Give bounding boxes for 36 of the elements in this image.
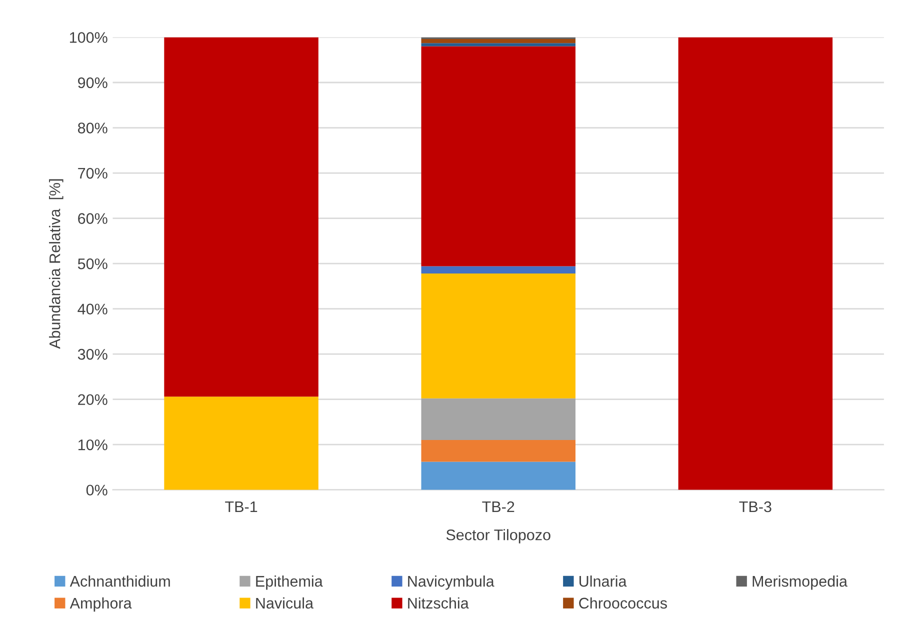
bar — [421, 462, 576, 490]
legend-label: Merismopedia — [752, 576, 848, 590]
y-tick-label: 90% — [78, 77, 108, 88]
bar — [421, 39, 576, 44]
y-tick-label: 60% — [78, 213, 108, 224]
bar — [421, 43, 576, 46]
y-tick-label: 0% — [86, 484, 108, 496]
legend-label: Achnanthidium — [70, 576, 170, 587]
bar — [678, 37, 833, 490]
y-tick-label: 20% — [78, 394, 108, 406]
legend-label: Amphora — [70, 597, 132, 612]
y-tick-label: 70% — [78, 168, 108, 179]
bar — [421, 440, 576, 462]
y-tick-label: 80% — [78, 122, 108, 134]
y-tick-label: 50% — [78, 258, 108, 270]
legend-label: Navicymbula — [408, 576, 494, 590]
y-tick-label: 10% — [78, 439, 108, 450]
y-tick-label: 40% — [78, 304, 108, 314]
legend-label: Nitzschia — [408, 597, 469, 609]
y-tick-label: 100% — [70, 32, 108, 43]
y-axis-title: Abundancia Relativa [%] — [49, 179, 64, 349]
x-tick-label: TB-3 — [739, 501, 772, 512]
bar — [421, 46, 576, 266]
y-tick-label: 30% — [78, 348, 108, 360]
legend-label: Epithemia — [256, 576, 323, 590]
bar — [164, 396, 318, 490]
x-axis-title: Sector Tilopozo — [446, 529, 550, 544]
bar — [421, 274, 576, 398]
x-tick-label: TB-1 — [225, 502, 258, 512]
legend-label: Ulnaria — [580, 576, 627, 587]
legend-label: Chroococcus — [579, 597, 667, 609]
bar — [421, 398, 576, 440]
x-tick-label: TB-2 — [482, 501, 514, 512]
bar — [164, 37, 318, 397]
legend-label: Navicula — [256, 597, 314, 609]
bar — [421, 266, 576, 274]
